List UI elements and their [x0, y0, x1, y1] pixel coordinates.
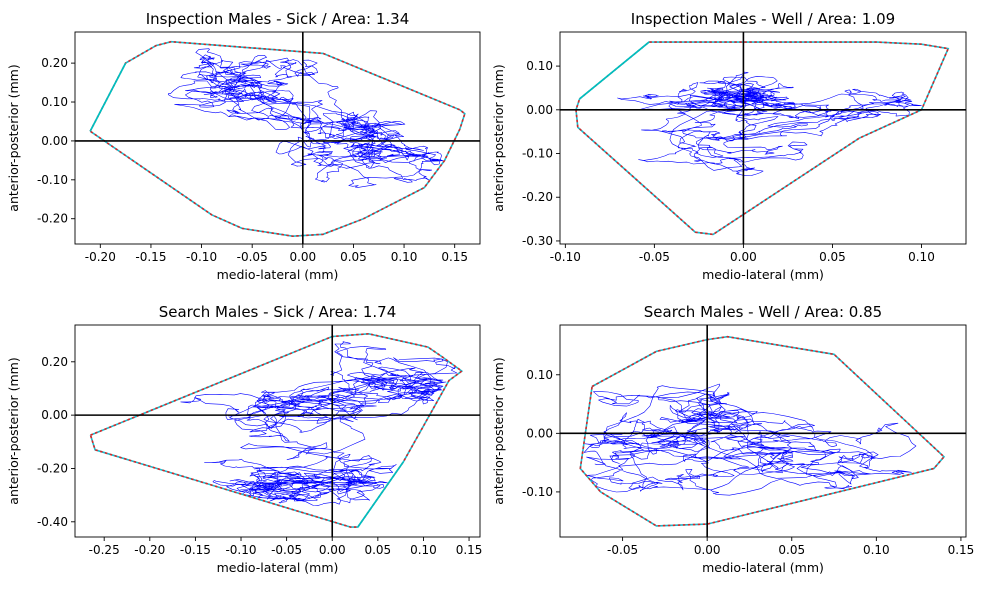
- x-tick-label: -0.15: [180, 543, 211, 557]
- trajectory-line: [583, 383, 917, 496]
- x-tick-label: -0.20: [134, 543, 165, 557]
- hull-outline-dashed: [89, 40, 466, 238]
- axes-frame: [559, 324, 967, 538]
- hull-outline: [89, 40, 466, 238]
- x-tick-label: -0.05: [607, 543, 638, 557]
- y-tick-label: -0.20: [522, 190, 553, 204]
- x-tick-label: 0.15: [456, 543, 483, 557]
- x-tick-label: -0.10: [186, 250, 217, 264]
- x-axis-label: medio-lateral (mm): [217, 560, 339, 575]
- x-axis-label: medio-lateral (mm): [217, 267, 339, 282]
- x-tick-label: 0.10: [863, 543, 890, 557]
- x-tick-label: 0.00: [289, 250, 316, 264]
- x-tick-label: 0.00: [319, 543, 346, 557]
- x-tick-label: 0.05: [364, 543, 391, 557]
- subplot-2: -0.10 -0.05 0.00 0.05 0.10 -0.30 -0.20 -0.10 0.0…: [491, 10, 967, 282]
- chart-title: Inspection Males - Well / Area: 1.09: [631, 10, 895, 28]
- hull-outline-dashed: [575, 41, 950, 236]
- subplot-3: -0.25 -0.20 -0.15 -0.10 -0.05 0.00 0.05 0.10 0.1…: [6, 303, 482, 575]
- y-tick-label: -0.40: [37, 515, 68, 529]
- plot-area: [560, 325, 966, 537]
- chart-title: Search Males - Well / Area: 0.85: [644, 303, 882, 321]
- y-tick-label: 0.00: [526, 426, 553, 440]
- x-tick-label: 0.00: [694, 543, 721, 557]
- trajectory-line: [180, 341, 458, 506]
- axes-frame: [74, 324, 481, 538]
- x-tick-label: 0.15: [441, 250, 468, 264]
- x-tick-label: -0.05: [237, 250, 268, 264]
- x-axis-label: medio-lateral (mm): [702, 560, 824, 575]
- y-axis-label: anterior-posterior (mm): [6, 357, 21, 504]
- x-tick-label: -0.10: [550, 250, 581, 264]
- y-axis-label: anterior-posterior (mm): [6, 64, 21, 211]
- hull-outline-dashed: [579, 335, 946, 527]
- hull-outline-dashed: [89, 332, 464, 528]
- x-tick-label: -0.20: [85, 250, 116, 264]
- trajectory-line: [167, 48, 444, 188]
- y-axis-label: anterior-posterior (mm): [491, 64, 506, 211]
- hull-open-segment: [89, 62, 127, 132]
- y-tick-label: 0.20: [41, 56, 68, 70]
- x-tick-label: -0.05: [271, 543, 302, 557]
- y-axis-label: anterior-posterior (mm): [491, 357, 506, 504]
- x-tick-label: 0.05: [340, 250, 367, 264]
- chart-title: Inspection Males - Sick / Area: 1.34: [146, 10, 410, 28]
- x-tick-label: -0.25: [89, 543, 120, 557]
- subplot-1: -0.20 -0.15 -0.10 -0.05 0.00 0.05 0.10 0.15 -0.2…: [6, 10, 481, 282]
- x-axis-label: medio-lateral (mm): [702, 267, 824, 282]
- x-tick-label: 0.05: [819, 250, 846, 264]
- trajectory-line: [617, 71, 922, 176]
- plot-area: [560, 32, 966, 244]
- y-tick-label: 0.00: [41, 134, 68, 148]
- x-tick-label: -0.15: [135, 250, 166, 264]
- y-tick-label: -0.10: [522, 485, 553, 499]
- axes-frame: [74, 31, 481, 245]
- axes-frame: [559, 31, 967, 245]
- x-tick-label: 0.10: [410, 543, 437, 557]
- x-tick-label: 0.10: [391, 250, 418, 264]
- y-tick-label: -0.30: [522, 234, 553, 248]
- y-tick-label: -0.10: [37, 173, 68, 187]
- x-tick-label: 0.00: [730, 250, 757, 264]
- plot-area: [75, 325, 480, 537]
- y-tick-label: -0.10: [522, 147, 553, 161]
- y-tick-label: 0.10: [41, 95, 68, 109]
- y-tick-label: 0.00: [41, 408, 68, 422]
- y-tick-label: 0.00: [526, 103, 553, 117]
- x-tick-label: 0.10: [908, 250, 935, 264]
- x-tick-label: 0.05: [778, 543, 805, 557]
- y-tick-label: 0.10: [526, 368, 553, 382]
- y-tick-label: 0.10: [526, 59, 553, 73]
- plot-area: [75, 32, 480, 244]
- chart-title: Search Males - Sick / Area: 1.74: [159, 303, 397, 321]
- y-tick-label: -0.20: [37, 212, 68, 226]
- subplot-4: -0.05 0.00 0.05 0.10 0.15 -0.10 0.00 0.10 Search…: [491, 303, 974, 575]
- y-tick-label: -0.20: [37, 461, 68, 475]
- hull-outline: [575, 41, 950, 236]
- x-tick-label: 0.15: [948, 543, 975, 557]
- hull-open-segment: [357, 461, 405, 528]
- x-tick-label: -0.10: [225, 543, 256, 557]
- x-tick-label: -0.05: [639, 250, 670, 264]
- hull-open-segment: [579, 41, 650, 100]
- y-tick-label: 0.20: [41, 355, 68, 369]
